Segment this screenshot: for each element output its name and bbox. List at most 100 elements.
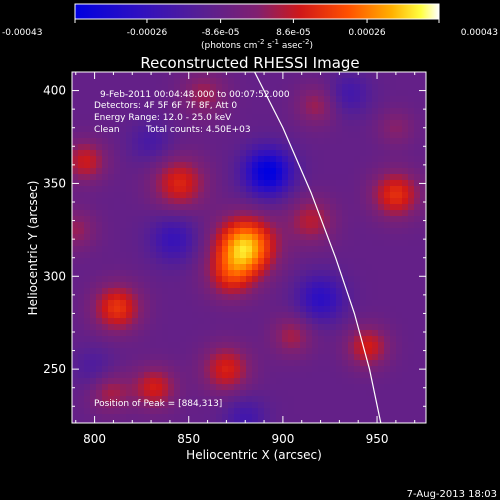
heatmap-cell — [402, 396, 409, 403]
heatmap-cell — [192, 252, 199, 259]
heatmap-cell — [72, 228, 79, 235]
heatmap-cell — [96, 240, 103, 247]
heatmap-cell — [150, 234, 157, 241]
heatmap-cell — [360, 420, 367, 423]
heatmap-cell — [414, 126, 421, 133]
heatmap-cell — [384, 108, 391, 115]
heatmap-cell — [132, 96, 139, 103]
heatmap-cell — [216, 324, 223, 331]
heatmap-cell — [414, 342, 421, 349]
heatmap-cell — [84, 330, 91, 337]
heatmap-cell — [354, 210, 361, 217]
heatmap-cell — [270, 78, 277, 85]
heatmap-cell — [150, 378, 157, 385]
heatmap-cell — [336, 396, 343, 403]
heatmap-cell — [420, 348, 426, 355]
heatmap-cell — [282, 360, 289, 367]
heatmap-cell — [72, 270, 79, 277]
heatmap-cell — [84, 144, 91, 151]
heatmap-cell — [264, 234, 271, 241]
heatmap-cell — [300, 378, 307, 385]
colorbar-unit: (photons cm-2 s-1 asec-2) — [201, 38, 313, 51]
heatmap-cell — [216, 132, 223, 139]
heatmap-cell — [240, 126, 247, 133]
heatmap-cell — [240, 240, 247, 247]
heatmap-cell — [324, 234, 331, 241]
heatmap-cell — [276, 114, 283, 121]
heatmap-cell — [138, 96, 145, 103]
heatmap-cell — [420, 318, 426, 325]
heatmap-cell — [210, 246, 217, 253]
heatmap-cell — [294, 360, 301, 367]
heatmap-cell — [372, 156, 379, 163]
heatmap-cell — [180, 216, 187, 223]
heatmap-cell — [102, 132, 109, 139]
heatmap-cell — [120, 294, 127, 301]
heatmap-cell — [384, 192, 391, 199]
heatmap-cell — [414, 204, 421, 211]
heatmap-cell — [108, 156, 115, 163]
heatmap-cell — [96, 414, 103, 421]
heatmap-cell — [342, 342, 349, 349]
heatmap-cell — [222, 348, 229, 355]
heatmap-cell — [156, 366, 163, 373]
heatmap-cell — [258, 324, 265, 331]
heatmap-cell — [204, 318, 211, 325]
heatmap-cell — [390, 288, 397, 295]
heatmap-cell — [192, 306, 199, 313]
heatmap-cell — [312, 246, 319, 253]
heatmap-cell — [156, 276, 163, 283]
heatmap-cell — [264, 402, 271, 409]
heatmap-cell — [348, 198, 355, 205]
heatmap-cell — [336, 330, 343, 337]
heatmap-cell — [420, 342, 426, 349]
heatmap-cell — [132, 120, 139, 127]
heatmap-cell — [354, 282, 361, 289]
heatmap-cell — [126, 132, 133, 139]
heatmap-cell — [384, 336, 391, 343]
heatmap-cell — [204, 120, 211, 127]
heatmap-cell — [246, 258, 253, 265]
heatmap-cell — [354, 300, 361, 307]
heatmap-cell — [108, 420, 115, 423]
heatmap-cell — [372, 102, 379, 109]
heatmap-cell — [336, 414, 343, 421]
heatmap-cell — [90, 372, 97, 379]
heatmap-cell — [120, 252, 127, 259]
heatmap-cell — [306, 390, 313, 397]
heatmap-cell — [96, 174, 103, 181]
heatmap-cell — [270, 210, 277, 217]
heatmap-cell — [330, 414, 337, 421]
heatmap-cell — [174, 378, 181, 385]
heatmap-cell — [264, 270, 271, 277]
heatmap-cell — [306, 414, 313, 421]
heatmap-cell — [228, 96, 235, 103]
heatmap-cell — [318, 222, 325, 229]
heatmap-cell — [378, 228, 385, 235]
heatmap-cell — [174, 234, 181, 241]
heatmap-cell — [240, 414, 247, 421]
heatmap-cell — [324, 162, 331, 169]
heatmap-cell — [72, 348, 79, 355]
heatmap-cell — [162, 144, 169, 151]
heatmap-cell — [306, 162, 313, 169]
heatmap-cell — [318, 354, 325, 361]
heatmap-cell — [318, 96, 325, 103]
heatmap-cell — [342, 216, 349, 223]
heatmap-cell — [192, 366, 199, 373]
heatmap-cell — [168, 396, 175, 403]
heatmap-cell — [372, 372, 379, 379]
heatmap-cell — [372, 72, 379, 79]
heatmap-cell — [120, 156, 127, 163]
heatmap-cell — [402, 78, 409, 85]
heatmap-cell — [234, 114, 241, 121]
heatmap-cell — [72, 186, 79, 193]
heatmap-cell — [324, 354, 331, 361]
heatmap-cell — [378, 282, 385, 289]
heatmap-cell — [390, 144, 397, 151]
heatmap-cell — [324, 108, 331, 115]
heatmap-cell — [198, 222, 205, 229]
heatmap-cell — [126, 186, 133, 193]
heatmap-cell — [216, 216, 223, 223]
heatmap-cell — [390, 372, 397, 379]
